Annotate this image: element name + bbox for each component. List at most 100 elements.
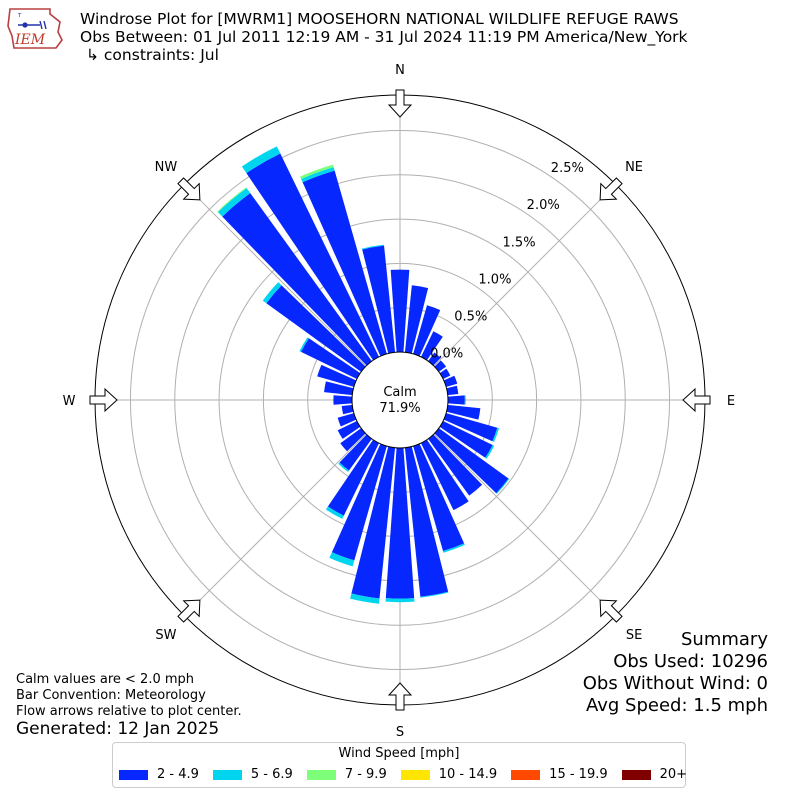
calm-note: Calm values are < 2.0 mph bbox=[16, 672, 195, 687]
bar-320-bin2 bbox=[217, 187, 247, 213]
bar-320-bin1 bbox=[217, 188, 251, 217]
direction-label-n: N bbox=[395, 63, 405, 78]
bar-220-bin0 bbox=[339, 434, 372, 471]
flow-arrow-shape bbox=[387, 89, 413, 118]
bar-270-bin0 bbox=[333, 395, 353, 405]
flow-arrow-n bbox=[387, 89, 413, 118]
legend-items: 2 - 4.9 5 - 6.9 7 - 9.9 10 - 14.9 15 - 19.9 2… bbox=[119, 767, 701, 782]
flow-arrow-shape bbox=[682, 387, 711, 413]
direction-label-nw: NW bbox=[155, 160, 178, 175]
chart-title: Windrose Plot for [MWRM1] MOOSEHORN NATI… bbox=[80, 10, 679, 28]
radial-tick-label: 2.5% bbox=[551, 161, 584, 176]
bar-140-bin0 bbox=[428, 434, 483, 496]
summary-avg-speed: Avg Speed: 1.5 mph bbox=[586, 695, 768, 716]
legend-item: 5 - 6.9 bbox=[212, 767, 293, 782]
legend-item: 7 - 9.9 bbox=[306, 767, 387, 782]
bar-20-bin0 bbox=[413, 305, 441, 357]
flow-arrow-shape bbox=[177, 599, 201, 623]
convention-note: Bar Convention: Meteorology bbox=[16, 688, 206, 703]
legend-label: 20+ bbox=[659, 767, 688, 782]
flow-arrow-shape bbox=[599, 177, 623, 201]
bar-210-bin0 bbox=[327, 439, 380, 516]
bar-330-bin0 bbox=[246, 153, 380, 361]
bar-340-bin2 bbox=[300, 164, 334, 180]
bar-300-bin0 bbox=[301, 338, 361, 380]
bar-310-bin1 bbox=[262, 282, 282, 304]
bar-350-bin1 bbox=[361, 244, 385, 250]
svg-text:ᵀ: ᵀ bbox=[17, 13, 22, 23]
bar-120-bin0 bbox=[439, 420, 493, 458]
logo-text: IEM bbox=[14, 32, 46, 48]
bar-200-bin1 bbox=[329, 552, 355, 567]
radial-tick-label: 1.0% bbox=[478, 272, 511, 287]
flow-note: Flow arrows relative to plot center. bbox=[16, 704, 242, 719]
bar-170-bin0 bbox=[404, 446, 449, 597]
bar-200-bin0 bbox=[331, 443, 387, 561]
bar-50-bin0 bbox=[434, 360, 447, 372]
bar-180-bin1 bbox=[385, 598, 415, 603]
direction-label-w: W bbox=[63, 394, 76, 409]
radial-tick-label: 2.0% bbox=[527, 198, 560, 213]
bar-100-bin0 bbox=[446, 404, 481, 420]
bar-210-bin1 bbox=[325, 506, 344, 519]
legend-label: 5 - 6.9 bbox=[250, 767, 293, 782]
generated-date: Generated: 12 Jan 2025 bbox=[16, 719, 220, 739]
calm-circle bbox=[351, 351, 449, 449]
bar-170-bin1 bbox=[420, 591, 449, 598]
bar-240-bin0 bbox=[337, 420, 361, 439]
bar-110-bin1 bbox=[492, 427, 500, 443]
bar-230-bin0 bbox=[340, 428, 366, 452]
legend-swatch bbox=[621, 769, 651, 780]
summary-obs-without-wind: Obs Without Wind: 0 bbox=[582, 673, 768, 694]
bar-90-bin0 bbox=[447, 395, 465, 405]
legend-item: 15 - 19.9 bbox=[511, 767, 608, 782]
bar-60-bin0 bbox=[439, 368, 451, 380]
flow-arrow-sw bbox=[177, 599, 201, 623]
bar-300-bin1 bbox=[299, 337, 309, 352]
flow-arrow-shape bbox=[177, 177, 201, 201]
flow-arrow-se bbox=[599, 599, 623, 623]
legend-item: 10 - 14.9 bbox=[400, 767, 498, 782]
grid-spoke bbox=[183, 183, 367, 367]
bar-310-bin0 bbox=[266, 285, 366, 372]
legend-label: 2 - 4.9 bbox=[157, 767, 199, 782]
bar-40-bin0 bbox=[428, 352, 441, 366]
legend-label: 15 - 19.9 bbox=[549, 767, 608, 782]
flow-arrows bbox=[89, 89, 711, 711]
bar-160-bin1 bbox=[443, 543, 465, 553]
direction-label-s: S bbox=[396, 725, 404, 740]
legend-title: Wind Speed [mph] bbox=[338, 746, 460, 761]
logo-weather-icon: ᵀ bbox=[17, 13, 47, 30]
bar-120-bin1 bbox=[485, 444, 495, 459]
legend-label: 7 - 9.9 bbox=[344, 767, 387, 782]
legend-label: 10 - 14.9 bbox=[438, 767, 498, 782]
grid-spoke bbox=[183, 433, 367, 617]
legend-swatch bbox=[212, 769, 242, 780]
direction-label-ne: NE bbox=[625, 160, 643, 175]
direction-label-e: E bbox=[727, 394, 735, 409]
direction-label-se: SE bbox=[626, 628, 642, 643]
bar-90-bin1 bbox=[464, 395, 466, 405]
bar-250-bin0 bbox=[337, 413, 357, 427]
bar-350-bin0 bbox=[362, 245, 396, 354]
bar-130-bin1 bbox=[496, 478, 510, 494]
bar-340-bin1 bbox=[301, 167, 335, 183]
chart-subtitle: Obs Between: 01 Jul 2011 12:19 AM - 31 J… bbox=[80, 28, 688, 46]
flow-arrow-e bbox=[682, 387, 711, 413]
flow-arrow-ne bbox=[599, 177, 623, 201]
bar-220-bin1 bbox=[338, 462, 349, 472]
grid-spoke bbox=[433, 183, 617, 367]
bar-340-bin0 bbox=[302, 170, 387, 357]
chart-constraints: ↳ constraints: Jul bbox=[86, 46, 219, 64]
legend-swatch bbox=[119, 769, 148, 780]
summary-obs-used: Obs Used: 10296 bbox=[613, 651, 768, 672]
summary-heading: Summary bbox=[681, 629, 768, 650]
flow-arrow-shape bbox=[89, 387, 118, 413]
bar-10-bin0 bbox=[404, 285, 429, 354]
bar-150-bin0 bbox=[420, 439, 469, 511]
bar-30-bin0 bbox=[420, 331, 443, 361]
bar-110-bin0 bbox=[443, 413, 498, 442]
legend-item: 20+ bbox=[621, 767, 688, 782]
